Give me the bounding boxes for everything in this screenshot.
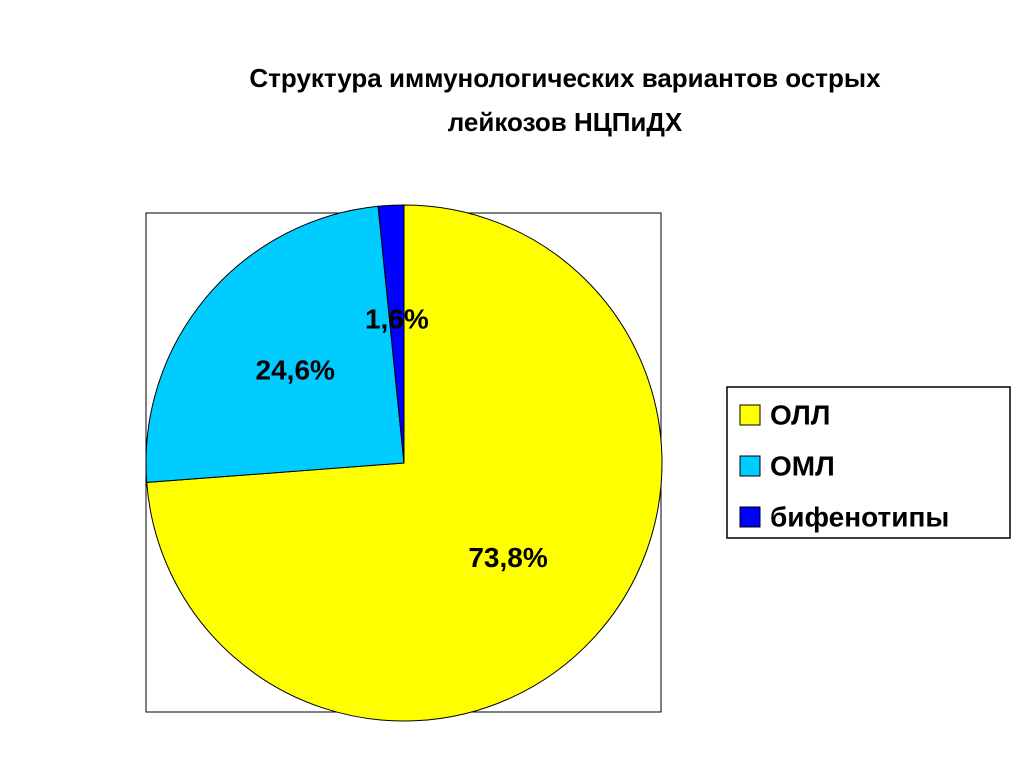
pie xyxy=(145,204,663,722)
data-labels: 73,8% 24,6% 1,6% xyxy=(256,304,548,573)
pie-slice xyxy=(377,204,405,464)
data-label: 24,6% xyxy=(256,354,335,385)
legend-label: бифенотипы xyxy=(770,501,949,532)
legend-box xyxy=(726,386,1011,539)
data-label: 73,8% xyxy=(468,542,547,573)
pie-slice xyxy=(145,205,405,483)
legend-swatch xyxy=(739,506,761,528)
legend-label: ОМЛ xyxy=(770,450,835,481)
data-label: 1,6% xyxy=(365,304,429,335)
legend: ОЛЛ ОМЛ бифенотипы xyxy=(739,399,949,532)
legend-swatch xyxy=(739,455,761,477)
legend-swatch xyxy=(739,404,761,426)
legend-label: ОЛЛ xyxy=(770,399,830,430)
chart-title: Структура иммунологических вариантов ост… xyxy=(249,63,881,137)
